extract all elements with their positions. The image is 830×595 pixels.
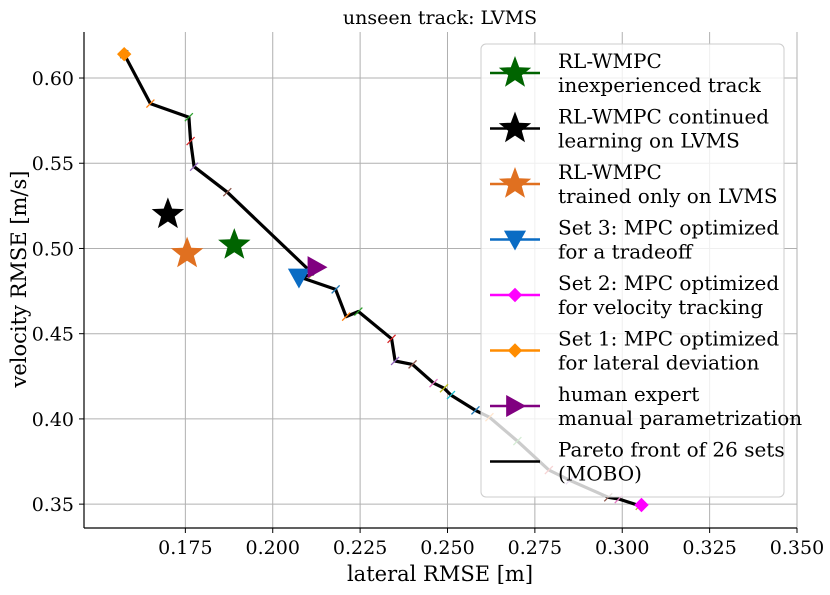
series-marker xyxy=(287,268,310,289)
pareto-set-point xyxy=(189,162,199,172)
y-tick-label: 0.40 xyxy=(32,409,74,431)
legend-label: human expert xyxy=(558,382,699,406)
x-tick-label: 0.225 xyxy=(333,537,387,559)
legend-marker xyxy=(498,56,532,87)
axes: 0.175 0.200 0.225 0.250 0.275 0.300 0.325 0.350… xyxy=(32,32,824,559)
y-tick-label: 0.35 xyxy=(32,494,74,516)
pareto-set-point xyxy=(186,136,196,146)
pareto-set-point xyxy=(390,356,400,366)
y-tick-label: 0.55 xyxy=(32,153,74,175)
pareto-set-point xyxy=(353,307,363,316)
legend-marker xyxy=(498,167,532,198)
x-tick-label: 0.200 xyxy=(246,537,300,559)
series-marker xyxy=(116,46,132,62)
legend-marker xyxy=(507,287,523,303)
legend-label: learning on LVMS xyxy=(558,129,740,153)
x-tick-label: 0.250 xyxy=(420,537,474,559)
legend-label: Set 2: MPC optimized xyxy=(558,271,779,295)
y-axis-label: velocity RMSE [m/s] xyxy=(7,171,31,389)
x-tick-label: 0.175 xyxy=(158,537,212,559)
series-marker xyxy=(634,497,649,513)
pareto-set-point xyxy=(408,359,417,369)
pareto-set-point xyxy=(145,99,155,109)
legend-label: trained only on LVMS xyxy=(558,184,778,208)
legend-marker xyxy=(507,343,523,358)
legend-marker xyxy=(498,111,532,143)
pareto-set-point xyxy=(184,112,194,122)
pareto-set-point xyxy=(470,405,480,415)
legend-label: manual parametrization xyxy=(558,406,802,430)
series-marker xyxy=(151,197,185,229)
pareto-set-point xyxy=(387,334,397,344)
pareto-set-point xyxy=(446,390,456,400)
legend-label: for lateral deviation xyxy=(558,351,760,375)
legend-label: RL-WMPC continued xyxy=(558,105,769,129)
legend-label: Set 3: MPC optimized xyxy=(558,216,779,240)
series-marker xyxy=(218,228,251,259)
legend-label: Set 1: MPC optimized xyxy=(558,327,779,351)
y-tick-label: 0.60 xyxy=(32,68,74,90)
y-tick-label: 0.45 xyxy=(32,324,74,346)
x-axis-label: lateral RMSE [m] xyxy=(347,562,533,586)
pareto-set-point xyxy=(429,378,438,388)
pareto-set-point xyxy=(439,383,449,393)
y-tick-label: 0.50 xyxy=(32,238,74,260)
pareto-set-point xyxy=(341,312,351,322)
x-tick-label: 0.325 xyxy=(682,537,736,559)
legend-label: Pareto front of 26 sets xyxy=(558,438,785,462)
pareto-set-point xyxy=(222,187,232,197)
pareto-set-point xyxy=(331,284,341,294)
x-tick-label: 0.300 xyxy=(595,537,649,559)
legend-label: (MOBO) xyxy=(558,462,642,486)
legend-label: inexperienced track xyxy=(558,73,762,97)
series-marker xyxy=(170,236,204,268)
legend-label: for a tradeoff xyxy=(558,240,694,264)
chart-title: unseen track: LVMS xyxy=(343,7,537,29)
x-tick-label: 0.350 xyxy=(770,537,824,559)
x-tick-label: 0.275 xyxy=(508,537,562,559)
series-marker xyxy=(307,256,328,279)
legend-marker xyxy=(506,394,527,418)
legend-marker xyxy=(503,230,527,251)
legend-label: for velocity tracking xyxy=(558,295,763,319)
legend-label: RL-WMPC xyxy=(558,49,662,73)
legend-label: RL-WMPC xyxy=(558,160,662,184)
legend-box xyxy=(480,43,785,498)
